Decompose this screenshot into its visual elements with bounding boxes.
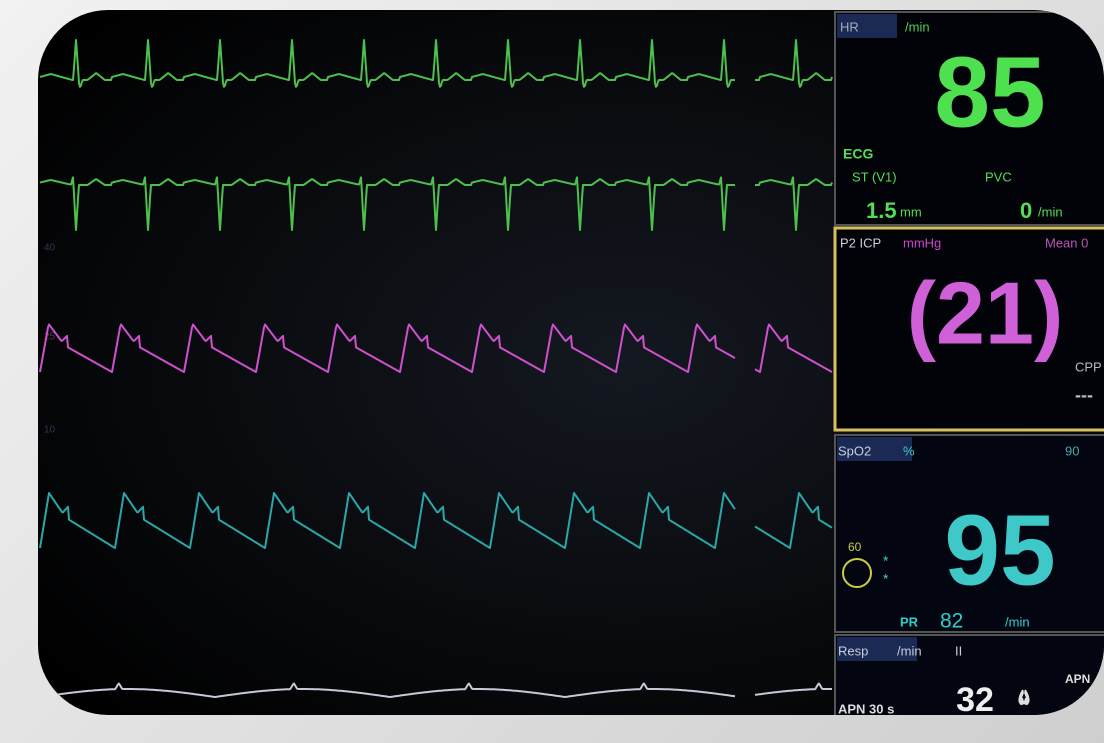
scale-label: 10 [44,425,56,436]
resp-value: 32 [956,681,994,719]
hr-unit: /min [905,19,930,34]
st-label: ST (V1) [852,169,897,184]
icp-label: P2 ICP [840,235,881,250]
spo2-unit: % [903,443,915,458]
pvc-value: 0 [1020,198,1032,223]
icp-mean: Mean 0 [1045,235,1088,250]
cpp-label: CPP [1075,359,1102,374]
icp-value: (21) [907,263,1064,362]
monitor-photo: HR /min 85 ECG ST (V1) PVC 1.5 mm 0 /min… [0,0,1104,743]
pr-unit: /min [1005,614,1030,629]
star-icon: * [883,571,889,587]
resp-lead: II [955,643,962,658]
st-value: 1.5 [866,198,897,223]
apn-label: APN [1065,672,1090,686]
pr-value: 82 [940,610,963,633]
pr-label: PR [900,614,919,629]
resp-label: Resp [838,643,868,658]
cpp-value: --- [1075,385,1093,405]
spo2-value: 95 [944,494,1055,606]
star-icon: * [883,553,889,569]
hr-label: HR [840,19,859,34]
spo2-label: SpO2 [838,443,871,458]
icp-unit: mmHg [903,235,941,250]
page: HR /min 85 ECG ST (V1) PVC 1.5 mm 0 /min… [0,0,1104,743]
apn-time: APN 30 s [838,701,894,716]
scale-label: 40 [44,243,56,254]
pvc-unit: /min [1038,204,1063,219]
resp-unit: /min [897,643,922,658]
pvc-label: PVC [985,169,1012,184]
hr-value: 85 [934,36,1045,148]
pulse-limit: 60 [848,540,862,554]
hr-lead: ECG [843,146,873,162]
spo2-limit: 90 [1065,443,1079,458]
st-unit: mm [900,204,922,219]
